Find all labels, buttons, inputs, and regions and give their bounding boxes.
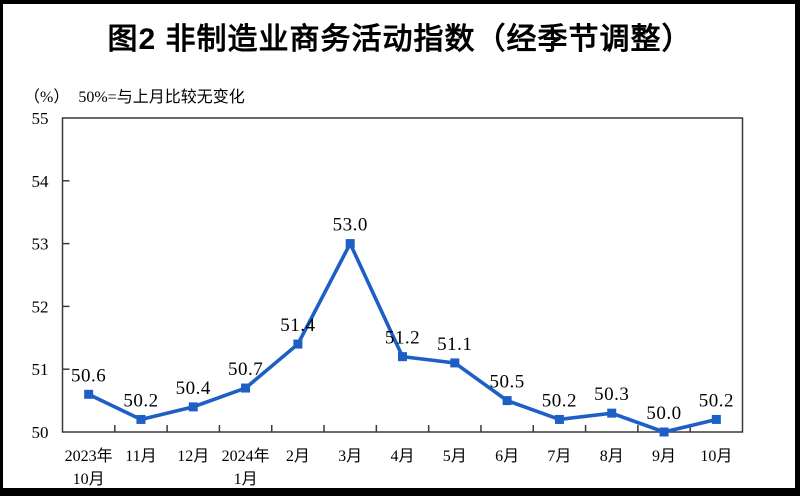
data-label: 50.6: [71, 365, 106, 386]
data-point-marker: [450, 358, 460, 368]
reference-note: 50%=与上月比较无变化: [78, 89, 245, 106]
data-point-marker: [241, 383, 251, 393]
data-label: 50.2: [123, 390, 158, 411]
data-label: 50.5: [489, 372, 524, 393]
y-axis-label: 55: [32, 109, 49, 128]
y-axis-label: 50: [32, 423, 49, 442]
x-axis-label: 2月: [286, 448, 310, 465]
data-point-marker: [659, 427, 669, 437]
data-label: 50.3: [594, 384, 629, 405]
x-axis-label: 1月: [234, 471, 258, 488]
y-axis-label: 54: [32, 172, 50, 191]
plot-frame: [61, 117, 744, 433]
data-point-marker: [398, 352, 407, 362]
x-axis-label: 10月: [73, 471, 105, 488]
data-point-marker: [607, 408, 617, 418]
x-axis-label: 3月: [338, 448, 362, 465]
data-point-marker: [84, 389, 94, 399]
data-label: 51.4: [280, 315, 315, 336]
data-label: 51.2: [385, 328, 420, 349]
data-label: 50.2: [542, 390, 577, 411]
y-axis-unit-label: （%）: [24, 89, 70, 106]
data-point-marker: [554, 414, 564, 424]
y-axis-label: 52: [32, 297, 49, 316]
x-axis-label: 8月: [600, 448, 624, 465]
data-point-marker: [345, 239, 355, 249]
x-axis-label: 11月: [125, 448, 156, 465]
x-axis-label: 2023年: [65, 447, 113, 465]
x-axis-label: 5月: [443, 448, 467, 465]
data-point-marker: [502, 396, 512, 406]
x-axis-label: 6月: [495, 448, 519, 465]
x-axis-label: 7月: [547, 448, 571, 465]
data-point-marker: [188, 402, 198, 412]
data-label: 50.4: [176, 378, 211, 399]
data-label: 50.2: [699, 390, 734, 411]
data-point-marker: [293, 339, 303, 349]
data-label: 51.1: [437, 334, 472, 355]
y-axis-label: 51: [32, 360, 49, 379]
chart-subtitle: （%） 50%=与上月比较无变化: [24, 83, 245, 107]
data-point-marker: [711, 414, 721, 424]
y-axis-label: 53: [32, 235, 49, 254]
data-label: 50.7: [228, 359, 263, 380]
data-label: 53.0: [333, 215, 368, 236]
x-axis-label: 12月: [177, 448, 209, 465]
x-axis-label: 9月: [652, 448, 676, 465]
data-point-marker: [136, 414, 146, 424]
x-axis-label: 10月: [700, 448, 732, 465]
x-axis-label: 4月: [390, 448, 414, 465]
chart-title: 图2 非制造业商务活动指数（经季节调整）: [107, 23, 693, 56]
x-axis-label: 2024年: [222, 447, 270, 465]
data-label: 50.0: [646, 403, 681, 424]
